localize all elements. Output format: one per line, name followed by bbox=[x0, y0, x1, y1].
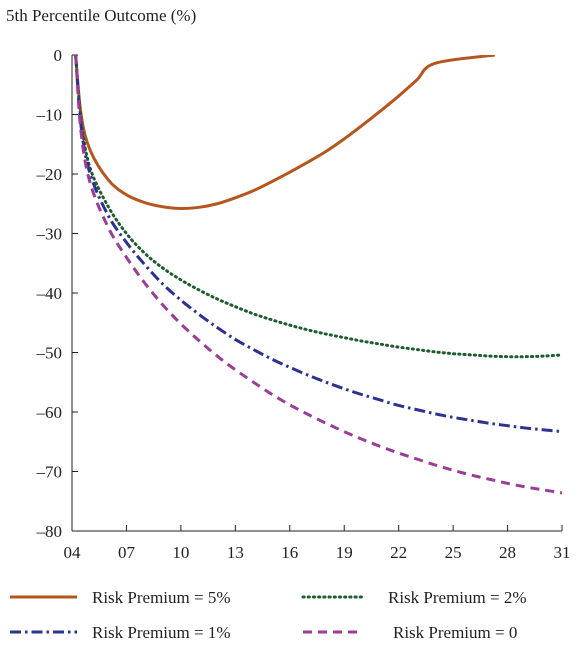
chart-title: 5th Percentile Outcome (%) bbox=[6, 6, 197, 25]
y-tick-label: –20 bbox=[36, 165, 63, 184]
x-tick-label: 16 bbox=[281, 543, 298, 562]
legend: Risk Premium = 5% Risk Premium = 2% Risk P… bbox=[10, 588, 527, 642]
y-tick-label: 0 bbox=[54, 46, 63, 65]
legend-label-4: Risk Premium = 0 bbox=[393, 623, 517, 642]
x-tick-label: 10 bbox=[172, 543, 189, 562]
y-tick-label: –70 bbox=[36, 463, 63, 482]
x-tick-label: 28 bbox=[499, 543, 516, 562]
x-tick-label: 19 bbox=[336, 543, 353, 562]
y-tick-label: –80 bbox=[36, 522, 63, 541]
x-tick-label: 31 bbox=[554, 543, 571, 562]
y-tick-label: –30 bbox=[36, 225, 63, 244]
y-tick-label: –10 bbox=[36, 106, 63, 125]
y-tick-label: –60 bbox=[36, 403, 63, 422]
x-tick-label: 04 bbox=[64, 543, 82, 562]
x-tick-label: 13 bbox=[227, 543, 244, 562]
x-tick-label: 25 bbox=[445, 543, 462, 562]
series-line-2 bbox=[74, 55, 562, 359]
y-tick-label: –40 bbox=[36, 284, 63, 303]
x-tick-label: 07 bbox=[118, 543, 136, 562]
y-tick-label: –50 bbox=[36, 344, 63, 363]
legend-label-2: Risk Premium = 2% bbox=[388, 588, 527, 607]
series-line-3 bbox=[74, 55, 562, 434]
x-tick-label: 22 bbox=[390, 543, 407, 562]
series-layer bbox=[74, 55, 562, 495]
series-line-4 bbox=[74, 55, 562, 495]
legend-label-3: Risk Premium = 1% bbox=[92, 623, 231, 642]
legend-label-1: Risk Premium = 5% bbox=[92, 588, 231, 607]
series-line-1 bbox=[74, 55, 496, 211]
